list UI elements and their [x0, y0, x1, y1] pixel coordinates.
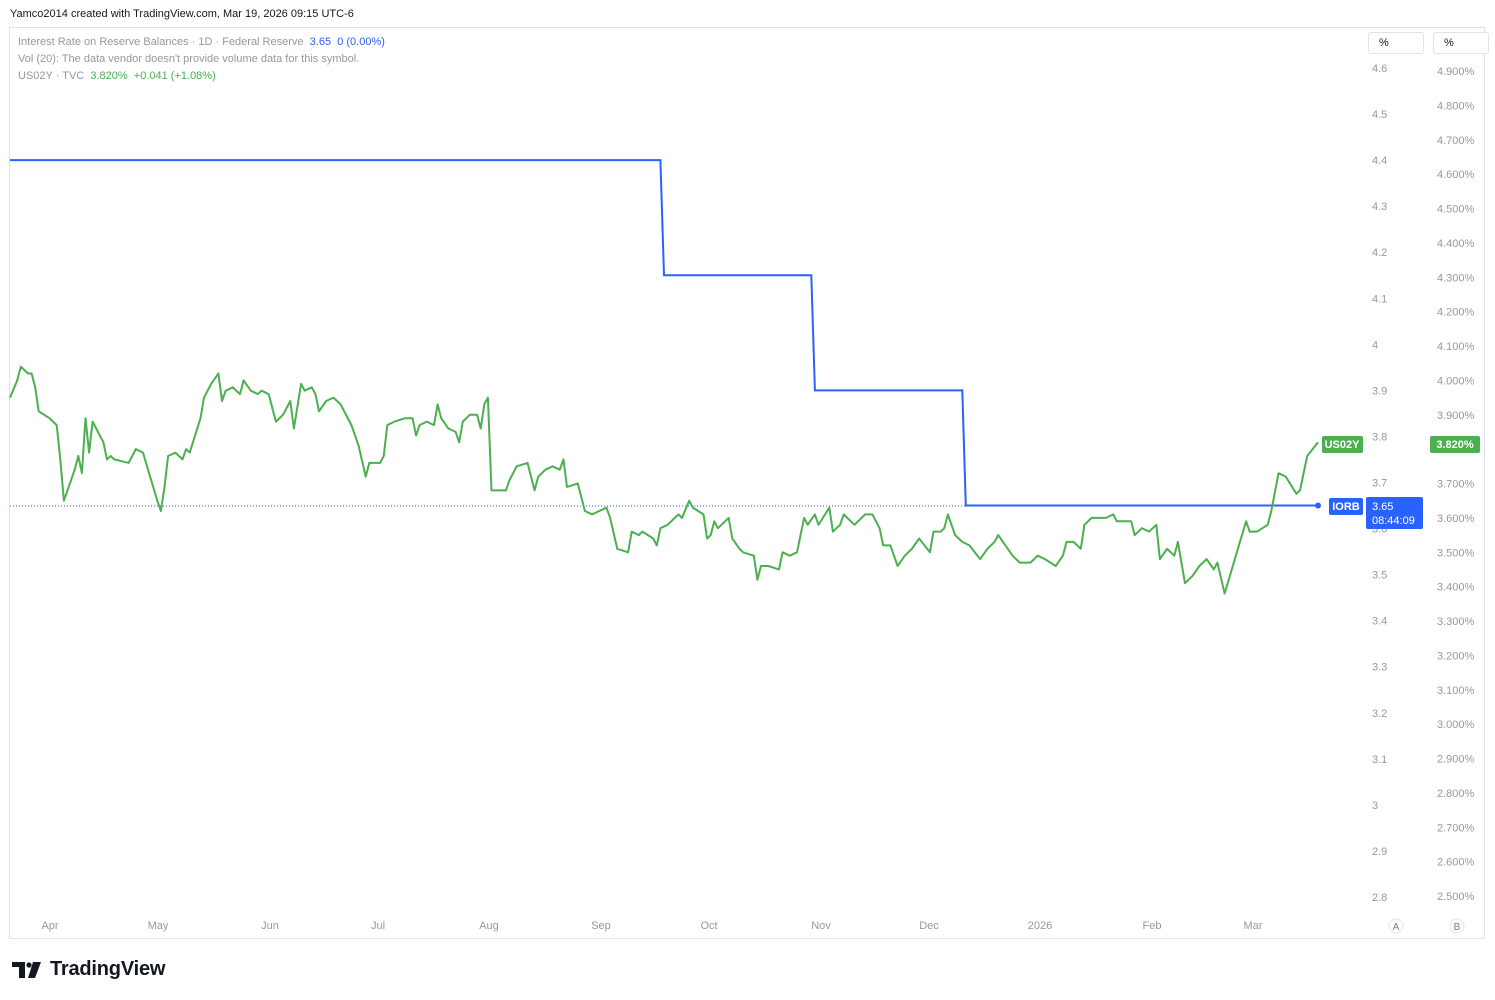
right-scale-percent-button[interactable]: %: [1433, 32, 1489, 54]
left-axis-tick-label: 4: [1372, 339, 1378, 351]
right-axis-tick-label: 4.700%: [1437, 135, 1475, 147]
legend-iorb-name: Interest Rate on Reserve Balances · 1D ·…: [18, 36, 304, 48]
legend-us02y-value: 3.820%: [90, 70, 128, 82]
left-axis-tick-label: 3.8: [1372, 431, 1387, 443]
us02y-series-line[interactable]: [9, 365, 1319, 595]
left-axis-tick-label: 4.3: [1372, 201, 1387, 213]
right-axis-tick-label: 3.900%: [1437, 410, 1475, 422]
right-axis-mode-label: B: [1454, 922, 1461, 933]
right-axis-tick-label: 3.400%: [1437, 582, 1475, 594]
legend-iorb[interactable]: Interest Rate on Reserve Balances · 1D ·…: [18, 36, 385, 48]
left-scale-percent-button[interactable]: %: [1368, 32, 1424, 54]
left-axis-tick-label: 3: [1372, 800, 1378, 812]
right-axis-tick-label: 4.300%: [1437, 272, 1475, 284]
legend-volume-text: Vol (20): The data vendor doesn't provid…: [18, 53, 360, 65]
left-axis-tick-label: 3.9: [1372, 385, 1387, 397]
time-axis-tick-label: Mar: [1244, 920, 1263, 932]
left-axis-tick-label: 4.5: [1372, 109, 1387, 121]
chart-frame: [9, 27, 1485, 939]
time-axis-tick-label: Dec: [919, 920, 939, 932]
time-axis-tick-label: Nov: [811, 920, 831, 932]
tradingview-brand[interactable]: TradingView: [12, 958, 165, 981]
legend-iorb-change: 0 (0.00%): [337, 36, 385, 48]
right-axis-tick-label: 4.000%: [1437, 375, 1475, 387]
legend-us02y-name: US02Y · TVC: [18, 70, 85, 82]
right-axis: 4.900% 4.800% 4.700% 4.600% 4.500% 4.400% 4.30…: [1437, 66, 1475, 903]
right-axis-tick-label: 2.900%: [1437, 754, 1475, 766]
right-axis-tick-label: 3.200%: [1437, 650, 1475, 662]
right-axis-tick-label: 2.700%: [1437, 822, 1475, 834]
legend-us02y-change: +0.041 (+1.08%): [133, 70, 216, 82]
right-axis-tick-label: 4.200%: [1437, 307, 1475, 319]
right-axis-mode-button[interactable]: [1449, 918, 1465, 934]
tradingview-logo-icon: [12, 961, 41, 978]
legend-iorb-value: 3.65: [309, 36, 332, 48]
right-axis-tick-label: 3.000%: [1437, 719, 1475, 731]
left-axis-tick-label: 3.2: [1372, 708, 1387, 720]
left-axis-tick-label: 3.7: [1372, 478, 1387, 490]
iorb-price-tag-countdown: 08:44:09: [1372, 515, 1415, 527]
left-axis-tick-label: 3.5: [1372, 570, 1387, 582]
legend-volume[interactable]: Vol (20): The data vendor doesn't provid…: [18, 53, 359, 65]
left-axis-mode-button[interactable]: [1388, 918, 1404, 934]
right-axis-tick-label: 2.600%: [1437, 857, 1475, 869]
iorb-series-tag: [1329, 498, 1363, 515]
right-axis-tick-label: 4.800%: [1437, 100, 1475, 112]
time-axis-tick-label: Oct: [700, 920, 717, 932]
iorb-series-line[interactable]: [10, 159, 1318, 507]
left-axis-tick-label: 2.8: [1372, 892, 1387, 904]
right-axis-tick-label: 3.100%: [1437, 685, 1475, 697]
left-axis-tick-label: 3.4: [1372, 616, 1387, 628]
tradingview-wordmark: TradingView: [50, 958, 166, 980]
left-axis-tick-label: 4.4: [1372, 155, 1387, 167]
time-axis-tick-label: Jun: [261, 920, 279, 932]
left-axis-tick-label: 2.9: [1372, 846, 1387, 858]
time-axis-tick-label: Sep: [591, 920, 611, 932]
right-axis-tick-label: 4.100%: [1437, 341, 1475, 353]
left-axis-tick-label: 3.3: [1372, 662, 1387, 674]
left-axis-tick-label: 4.1: [1372, 293, 1387, 305]
right-axis-tick-label: 4.400%: [1437, 238, 1475, 250]
time-axis-tick-label: Jul: [371, 920, 385, 932]
left-axis: 4.64.54.44.34.24.143.93.83.73.63.53.43.3…: [1372, 63, 1387, 904]
left-axis-mode-label: A: [1393, 922, 1400, 933]
us02y-series-tag: [1322, 436, 1363, 453]
right-axis-tick-label: 3.300%: [1437, 616, 1475, 628]
us02y-price-tag-text: 3.820%: [1436, 439, 1474, 451]
right-axis-tick-label: 4.900%: [1437, 66, 1475, 78]
us02y-price-tag: [1430, 436, 1480, 453]
right-axis-tick-label: 2.500%: [1437, 891, 1475, 903]
time-axis-tick-label: 2026: [1028, 920, 1052, 932]
us02y-series-tag-text: US02Y: [1325, 439, 1361, 451]
right-axis-tick-label: 4.600%: [1437, 169, 1475, 181]
time-axis: Apr May Jun Jul Aug Sep Oct Nov Dec 2026 Feb Mar: [41, 920, 1262, 932]
right-axis-tick-label: 3.500%: [1437, 547, 1475, 559]
iorb-last-point: [1315, 502, 1321, 509]
time-axis-tick-label: May: [148, 920, 169, 932]
right-axis-tick-label: 4.500%: [1437, 204, 1475, 216]
left-axis-tick-label: 4.2: [1372, 247, 1387, 259]
iorb-price-tag: [1366, 497, 1423, 529]
legend-us02y[interactable]: US02Y · TVC 3.820% +0.041 (+1.08%): [18, 70, 216, 82]
left-axis-tick-label: 3.1: [1372, 754, 1387, 766]
right-axis-tick-label: 2.800%: [1437, 788, 1475, 800]
left-axis-tick-label: 4.6: [1372, 63, 1387, 75]
time-axis-tick-label: Aug: [479, 920, 499, 932]
iorb-price-tag-value: 3.65: [1372, 501, 1393, 513]
iorb-series-tag-text: IORB: [1332, 501, 1360, 513]
chart-attribution: Yamco2014 created with TradingView.com, …: [10, 8, 354, 20]
time-axis-tick-label: Feb: [1143, 920, 1162, 932]
time-axis-tick-label: Apr: [41, 920, 58, 932]
right-axis-tick-label: 3.600%: [1437, 513, 1475, 525]
right-axis-tick-label: 3.700%: [1437, 479, 1475, 491]
